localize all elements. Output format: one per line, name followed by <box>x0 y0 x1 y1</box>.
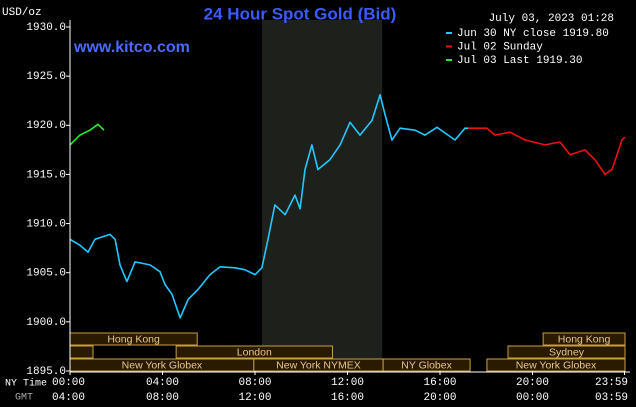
series-line <box>69 123 105 146</box>
x-tick-label: 20:00 <box>516 377 549 389</box>
timestamp: July 03, 2023 01:28 <box>489 13 614 25</box>
y-tick-label: 1920.0 <box>26 120 66 132</box>
series-line <box>69 94 468 319</box>
y-axis-label: USD/oz <box>2 7 42 19</box>
y-tick-label: 1925.0 <box>26 71 66 83</box>
x-tick-label: 16:00 <box>423 377 456 389</box>
x-tick-label: 23:59 <box>595 377 628 389</box>
lines <box>69 94 626 319</box>
gmt-tick-label: 12:00 <box>238 392 271 404</box>
highlight-band <box>261 20 383 371</box>
legend-label: Jul 02 Sunday <box>457 41 543 53</box>
session-box <box>382 358 471 372</box>
chart-title: 24 Hour Spot Gold (Bid) <box>204 4 397 23</box>
session-label: New York NYMEX <box>276 359 361 371</box>
legend-label: Jul 03 Last 1919.30 <box>457 55 582 67</box>
y-tick-label: 1905.0 <box>26 268 66 280</box>
session-box <box>175 345 333 359</box>
gmt-tick-label: 20:00 <box>423 392 456 404</box>
gmt-tick-label: 00:00 <box>516 392 549 404</box>
highlight-layer <box>261 20 383 371</box>
y-tick-label: 1895.0 <box>26 366 66 378</box>
session-label: NY Globex <box>401 359 452 371</box>
website: www.kitco.com <box>73 39 190 56</box>
gmt-tick-label: 03:59 <box>595 392 628 404</box>
session-box <box>486 358 626 372</box>
sessions: Hong Kong London New York Globex New York N… <box>69 332 626 372</box>
y-tick-label: 1915.0 <box>26 169 66 181</box>
x-tick-label: 12:00 <box>331 377 364 389</box>
session-label: Hong Kong <box>107 333 160 345</box>
y-tick-label: 1910.0 <box>26 218 66 230</box>
gmt-tick-label: 04:00 <box>52 392 85 404</box>
session-label: London <box>237 346 272 358</box>
gmt-tick-label: 16:00 <box>331 392 364 404</box>
session-box <box>507 345 626 359</box>
session-label: Sydney <box>549 346 585 358</box>
legend-label: Jun 30 NY close 1919.80 <box>457 28 609 40</box>
x-tick-label: 08:00 <box>238 377 271 389</box>
y-tick-label: 1930.0 <box>26 22 66 34</box>
session-box <box>69 345 94 359</box>
session-label: New York Globex <box>516 359 597 371</box>
session-label: Hong Kong <box>558 333 611 345</box>
x-axis-label: GMT <box>15 393 33 404</box>
x-axis-label: NY Time <box>5 378 47 390</box>
x-tick-label: 04:00 <box>146 377 179 389</box>
session-box <box>542 332 626 346</box>
y-tick-label: 1900.0 <box>26 317 66 329</box>
gmt-tick-label: 08:00 <box>146 392 179 404</box>
x-tick-label: 00:00 <box>52 377 85 389</box>
series-line <box>468 127 626 176</box>
session-label: New York Globex <box>122 359 203 371</box>
